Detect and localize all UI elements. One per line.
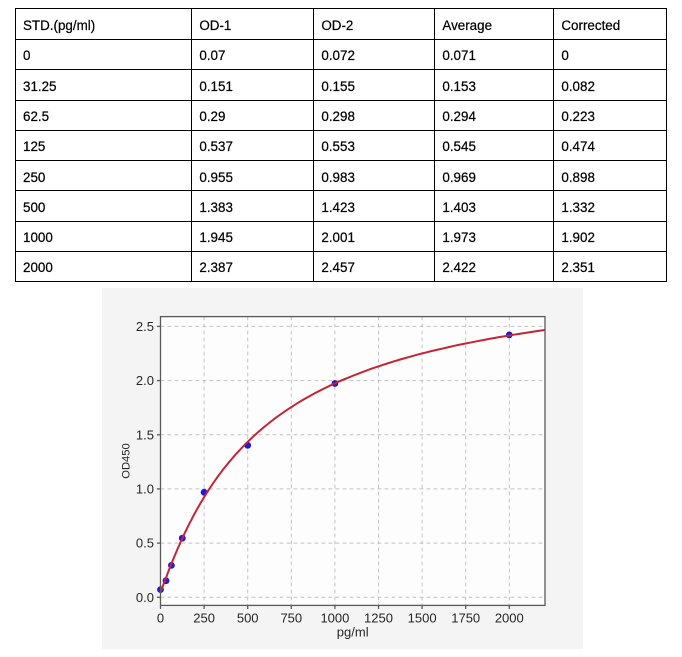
svg-text:2.0: 2.0	[136, 373, 154, 388]
svg-text:1500: 1500	[408, 611, 437, 626]
svg-text:OD450: OD450	[121, 443, 133, 478]
svg-text:0.5: 0.5	[136, 536, 154, 551]
svg-text:1250: 1250	[364, 611, 393, 626]
svg-text:2000: 2000	[495, 611, 524, 626]
svg-text:500: 500	[237, 611, 259, 626]
svg-text:250: 250	[193, 611, 215, 626]
svg-text:2.5: 2.5	[136, 319, 154, 334]
svg-text:1750: 1750	[451, 611, 480, 626]
svg-text:1.0: 1.0	[136, 482, 154, 497]
svg-text:pg/ml: pg/ml	[337, 625, 369, 640]
svg-text:0: 0	[157, 611, 164, 626]
svg-text:1000: 1000	[320, 611, 349, 626]
svg-text:1.5: 1.5	[136, 427, 154, 442]
svg-text:750: 750	[280, 611, 302, 626]
svg-text:0.0: 0.0	[136, 590, 154, 605]
